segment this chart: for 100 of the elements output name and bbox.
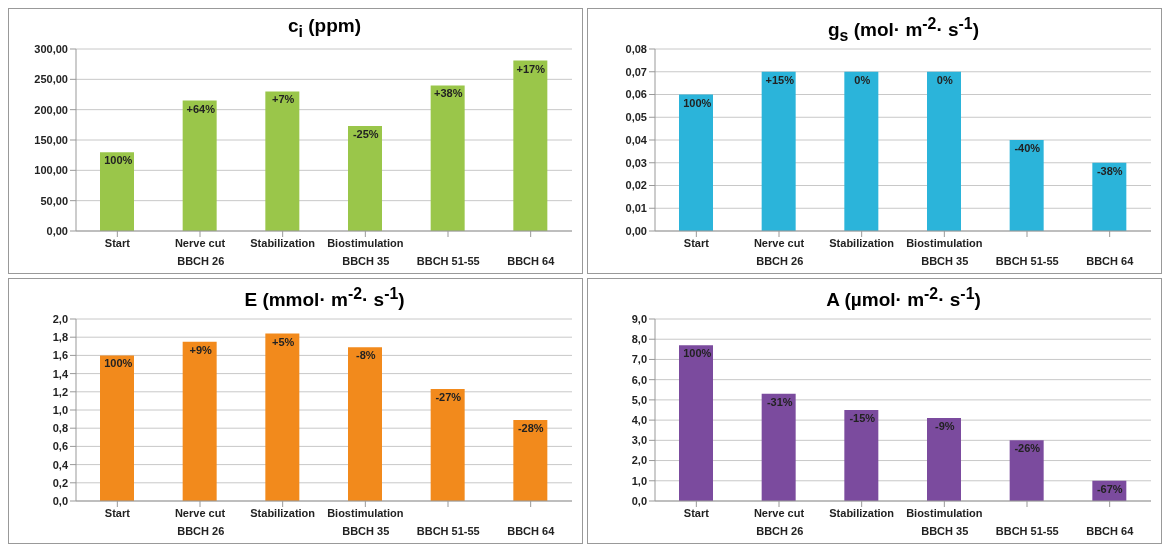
annotation: +64% — [185, 102, 216, 115]
bar — [430, 85, 465, 231]
annotation: -25% — [351, 128, 380, 141]
x-tick-label: Biostimulation — [906, 506, 983, 519]
x-tick-label: Nerve cut — [174, 236, 226, 249]
y-tick-label: 1,8 — [52, 331, 68, 344]
text: BBCH 26 — [176, 255, 226, 267]
bar — [430, 389, 465, 501]
bar — [927, 418, 961, 501]
annotation: -40% — [1013, 142, 1042, 154]
x-tick-label: Start — [104, 506, 131, 519]
text: BBCH 51-55 — [994, 255, 1060, 267]
y-tick-label: 6,0 — [631, 373, 647, 386]
x-tick-label: Start — [104, 236, 131, 249]
y-tick-label: 5,0 — [631, 393, 647, 406]
annotation: -26% — [1013, 442, 1042, 455]
annotation: 100% — [682, 96, 713, 109]
chart-title: g$_{s}$ (mol· m$^{-2}$· s$^{-1}$) — [827, 15, 980, 46]
bar — [1092, 162, 1127, 231]
bar — [761, 71, 796, 231]
annotation: 100% — [682, 347, 713, 360]
y-tick-label: 0,00 — [46, 224, 68, 237]
annotation: +38% — [433, 87, 464, 100]
bar — [100, 355, 134, 501]
bar — [761, 393, 796, 501]
text: BBCH 64 — [507, 255, 555, 267]
y-tick-label: 0,0 — [631, 494, 647, 507]
y-tick-label: 50,00 — [40, 194, 68, 207]
x-tick-label: Stabilization — [250, 506, 316, 519]
bar — [513, 420, 548, 501]
bar — [182, 100, 217, 231]
annotation: -28% — [516, 422, 545, 434]
annotation: 100% — [103, 154, 134, 167]
text: BBCH 51-55 — [994, 525, 1060, 537]
annotation: +17% — [515, 62, 546, 75]
y-tick-label: 0,00 — [625, 224, 647, 237]
x-tick-label: Biostimulation — [327, 236, 404, 249]
y-tick-label: 0,01 — [625, 202, 647, 215]
y-tick-label: 200,00 — [34, 103, 68, 116]
annotation: -9% — [933, 420, 956, 433]
text: BBCH 35 — [342, 525, 390, 537]
bar — [348, 347, 382, 501]
text: BBCH 64 — [507, 525, 555, 537]
text: BBCH 35 — [342, 255, 390, 267]
y-tick-label: 0,05 — [625, 111, 647, 124]
bar — [265, 91, 300, 231]
y-tick-label: 1,2 — [52, 385, 68, 398]
annotation: -15% — [848, 412, 877, 424]
y-tick-label: 8,0 — [631, 333, 647, 346]
y-tick-label: 0,6 — [52, 440, 68, 453]
annotation: 0% — [935, 73, 954, 86]
x-tick-label: Biostimulation — [327, 506, 404, 519]
x-tick-label: Stabilization — [829, 236, 895, 249]
text: BBCH 64 — [1086, 525, 1134, 537]
text: BBCH 35 — [921, 525, 969, 537]
bar — [182, 341, 217, 501]
bar — [1009, 440, 1044, 501]
annotation: -27% — [434, 391, 463, 404]
chart-title: E (mmol· m$^{-2}$· s$^{-1}$) — [243, 285, 406, 312]
annotation: +5% — [271, 335, 296, 348]
y-tick-label: 1,6 — [52, 349, 68, 362]
y-tick-label: 1,0 — [52, 403, 68, 416]
bar — [1009, 140, 1044, 231]
y-tick-label: 0,06 — [625, 88, 647, 101]
annotation: 0% — [853, 73, 872, 86]
bar — [844, 71, 879, 231]
chart-title: c$_{i}$ (ppm) — [287, 15, 362, 41]
annotation: +9% — [188, 343, 213, 356]
y-tick-label: 2,0 — [52, 312, 68, 325]
y-tick-label: 7,0 — [631, 353, 647, 366]
y-tick-label: 300,00 — [34, 42, 68, 55]
annotation: -31% — [765, 395, 794, 408]
text: BBCH 26 — [755, 255, 805, 267]
x-tick-label: Start — [683, 506, 710, 519]
y-tick-label: 2,0 — [631, 454, 647, 467]
text: BBCH 26 — [176, 525, 226, 537]
bar — [100, 152, 134, 231]
y-tick-label: 0,07 — [625, 65, 647, 78]
text: BBCH 51-55 — [415, 525, 481, 537]
y-tick-label: 250,00 — [34, 73, 68, 86]
annotation: -8% — [354, 349, 377, 362]
bar — [513, 60, 548, 231]
x-tick-label: Nerve cut — [174, 506, 226, 519]
x-tick-label: Stabilization — [829, 506, 895, 519]
annotation: 100% — [103, 357, 134, 370]
text: BBCH 64 — [1086, 255, 1134, 267]
text: BBCH 26 — [755, 525, 805, 537]
bar — [265, 333, 300, 501]
y-tick-label: 0,8 — [52, 422, 68, 435]
y-tick-label: 1,0 — [631, 474, 647, 487]
y-tick-label: 100,00 — [34, 164, 68, 177]
x-tick-label: Biostimulation — [906, 236, 983, 249]
y-tick-label: 150,00 — [34, 133, 68, 146]
x-tick-label: Stabilization — [250, 236, 316, 249]
y-tick-label: 0,2 — [52, 476, 68, 489]
annotation: +7% — [271, 93, 296, 106]
bar — [348, 126, 382, 231]
y-tick-label: 4,0 — [631, 414, 647, 427]
x-tick-label: Nerve cut — [753, 236, 805, 249]
text: BBCH 51-55 — [415, 255, 481, 267]
